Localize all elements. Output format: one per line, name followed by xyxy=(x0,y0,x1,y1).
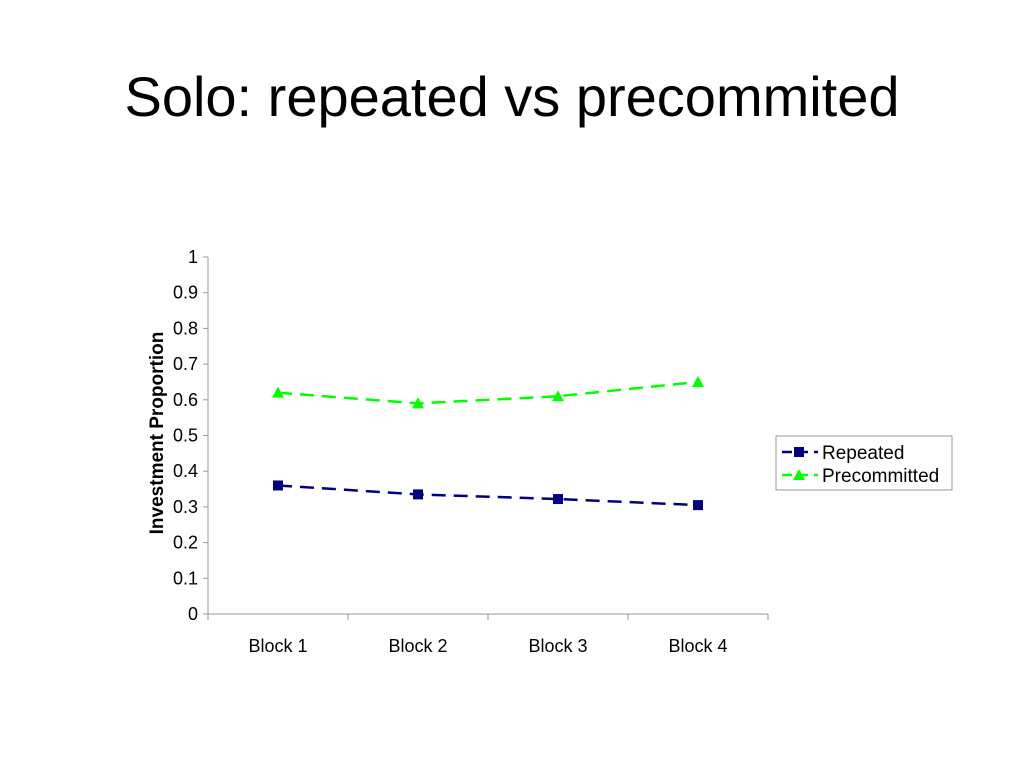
data-point xyxy=(693,500,703,511)
legend-marker xyxy=(793,469,805,480)
series-repeated xyxy=(273,480,703,511)
legend-marker xyxy=(794,447,804,457)
y-tick-labels: 0 0.1 0.2 0.3 0.4 0.5 0.6 0.7 0.8 0.9 1 xyxy=(173,247,198,624)
legend-label: Precommitted xyxy=(822,466,939,487)
data-point xyxy=(273,480,283,491)
y-tick-label: 0.5 xyxy=(173,426,198,446)
y-tick-label: 0.8 xyxy=(173,318,198,338)
y-tick-label: 0.4 xyxy=(173,461,198,481)
x-tick-label: Block 3 xyxy=(528,636,587,656)
data-point xyxy=(552,390,564,402)
y-tick-label: 0.2 xyxy=(173,533,198,553)
y-tick-label: 0.6 xyxy=(173,390,198,410)
y-tick-label: 1 xyxy=(188,247,198,267)
x-tick-label: Block 2 xyxy=(388,636,447,656)
x-tick-label: Block 1 xyxy=(248,636,307,656)
y-tick-label: 0.9 xyxy=(173,283,198,303)
x-tick-label: Block 4 xyxy=(668,636,727,656)
y-tick-label: 0 xyxy=(188,604,198,624)
series-line xyxy=(277,484,699,507)
y-tick-label: 0.3 xyxy=(173,497,198,517)
legend-box xyxy=(775,435,953,491)
data-point xyxy=(692,375,704,387)
y-axis-title: Investment Proportion xyxy=(147,332,168,535)
chart-series xyxy=(272,375,704,511)
data-point xyxy=(412,397,424,409)
data-point xyxy=(413,489,423,500)
y-tick-label: 0.7 xyxy=(173,354,198,374)
data-point xyxy=(553,494,563,505)
legend-label: Repeated xyxy=(822,443,904,464)
y-tick-label: 0.1 xyxy=(173,568,198,588)
chart-axes xyxy=(203,256,769,620)
data-point xyxy=(272,386,284,398)
series-precommitted xyxy=(272,375,704,409)
x-tick-labels: Block 1 Block 2 Block 3 Block 4 xyxy=(248,636,727,656)
slide-title: Solo: repeated vs precommited xyxy=(124,65,900,128)
series-line xyxy=(277,380,699,405)
